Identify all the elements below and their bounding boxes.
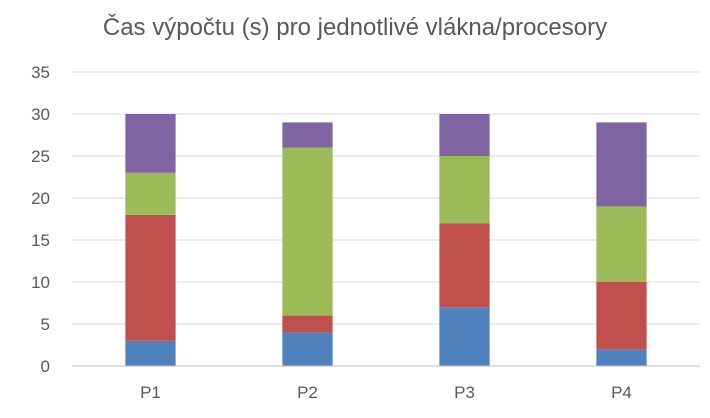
axis-layer: 0 5 10 15 20 25 30 35 P1 P2 P3 P4 [31, 63, 700, 402]
bar-P4-segment-4 [596, 122, 647, 207]
y-tick-label-25: 25 [31, 147, 50, 166]
x-tick-label-P4: P4 [611, 383, 632, 402]
y-tick-label-15: 15 [31, 231, 50, 250]
bar-P4-segment-3 [596, 206, 647, 282]
bar-P1-segment-3 [125, 172, 176, 215]
grid-layer [72, 71, 700, 325]
bar-P3-segment-1 [439, 307, 490, 366]
bar-P1-segment-4 [125, 114, 176, 173]
bar-P2-segment-1 [282, 332, 333, 366]
y-tick-label-0: 0 [41, 357, 50, 376]
x-tick-label-P1: P1 [140, 383, 161, 402]
bar-P1-segment-1 [125, 340, 176, 366]
bar-P3-segment-4 [439, 114, 490, 156]
bar-P3-segment-2 [439, 223, 490, 308]
chart-title: Čas výpočtu (s) pro jednotlivé vlákna/pr… [102, 14, 608, 41]
bar-P2-segment-4 [282, 122, 333, 148]
y-tick-label-35: 35 [31, 63, 50, 82]
bar-P2-segment-2 [282, 315, 333, 333]
bar-layer [125, 114, 647, 366]
bar-P1-segment-2 [125, 214, 176, 341]
y-tick-label-5: 5 [41, 315, 50, 334]
bar-P2-segment-3 [282, 147, 333, 316]
y-tick-label-10: 10 [31, 273, 50, 292]
bar-P3-segment-3 [439, 156, 490, 224]
y-tick-label-30: 30 [31, 105, 50, 124]
x-tick-label-P2: P2 [297, 383, 318, 402]
bar-P4-segment-2 [596, 282, 647, 350]
bar-P4-segment-1 [596, 349, 647, 366]
x-tick-label-P3: P3 [454, 383, 475, 402]
y-tick-label-20: 20 [31, 189, 50, 208]
